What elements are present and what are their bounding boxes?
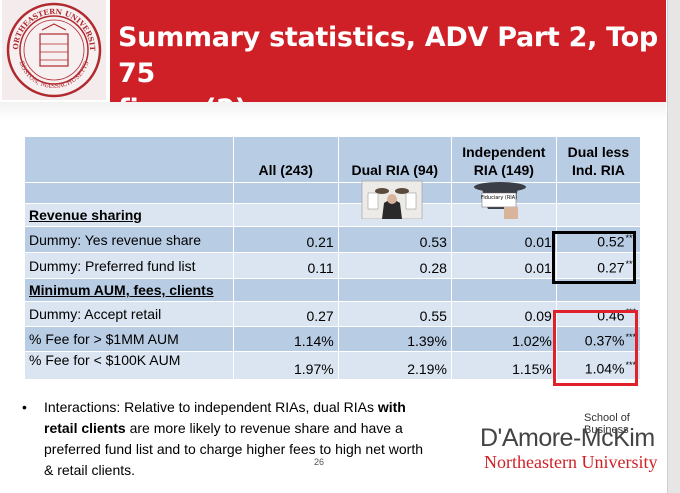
row-label: % Fee for > $1MM AUM [24,326,234,352]
table-row: Dummy: Accept retail 0.27 0.55 0.09 0.46… [24,301,642,327]
significance-stars: *** [625,259,636,270]
window-edge [667,0,680,493]
cell-ind: 1.02% [450,326,557,352]
page-number: 26 [314,457,325,467]
significance-stars: *** [625,332,636,343]
cell-all: 1.14% [232,326,339,352]
cell-all: 1.97% [232,351,339,380]
cell-dual: 0.55 [337,301,452,327]
section-minimum-aum-row: Minimum AUM, fees, clients [24,278,642,302]
slide-title: Summary statistics, ADV Part 2, Top 75 f… [118,20,658,128]
row-label: Dummy: Preferred fund list [24,252,234,279]
cell-ind: 0.09 [450,301,557,327]
logo-school-text: School of Business [584,412,630,436]
cell-diff: 0.46*** [555,301,642,327]
diff-value: 0.27 [597,260,625,276]
cell-diff: 0.27*** [555,252,642,279]
title-shadow-band [0,102,666,120]
bullet-text-part2: are more likely to revenue share and hav… [44,420,424,478]
header-empty [24,136,234,183]
diff-value: 0.37% [584,333,625,349]
dual-ria-image-cell [337,180,452,219]
revenue-highlight-box [552,231,636,284]
image-row-empty [555,182,642,204]
empty-cell [450,278,557,302]
cell-diff: 1.04%*** [555,351,642,380]
header-independent-line2: RIA (149) [473,162,534,178]
header-row: All (243) Dual RIA (94) Independent RIA … [24,136,642,183]
empty-cell [232,203,339,227]
cell-dual: 1.39% [337,326,452,352]
fiduciary-hat-image: Fiduciary (RIA) [473,182,526,219]
row-label: Dummy: Accept retail [24,301,234,327]
bullet-text-bold: with retail clients [44,399,406,436]
logo-name-text: D'Amore-McKim [480,424,655,452]
header-independent-ria: Independent RIA (149) [450,136,557,183]
title-banner [110,0,666,102]
bullet-text-part1: Interactions: Relative to independent RI… [44,399,378,415]
cell-all: 0.27 [232,301,339,327]
row-label: % Fee for < $100K AUM [24,351,234,380]
cell-diff: 0.52*** [555,226,642,253]
image-row: Fiduciary (RIA) [24,180,642,219]
fees-highlight-box [553,310,638,386]
person-two-hats-image [361,180,422,219]
table-row: % Fee for > $1MM AUM 1.14% 1.39% 1.02% 0… [24,326,642,352]
image-row-empty [24,182,234,204]
cell-ind: 1.15% [450,351,557,380]
empty-cell [337,278,452,302]
independent-ria-image-cell: Fiduciary (RIA) [450,182,557,219]
cell-dual: 0.28 [337,252,452,279]
section-revenue-sharing-label: Revenue sharing [24,203,234,227]
cell-ind: 0.01 [450,226,557,253]
cell-dual: 0.53 [337,226,452,253]
logo-university-text: Northeastern University [484,452,658,472]
significance-stars: *** [625,233,636,244]
fiduciary-sign-text: Fiduciary (RIA) [481,195,517,201]
cell-dual: 2.19% [337,351,452,380]
empty-cell [555,203,642,227]
header-dual-ria: Dual RIA (94) [337,136,452,183]
cell-diff: 0.37%*** [555,326,642,352]
cell-ind: 0.01 [450,252,557,279]
slide-title-line1: Summary statistics, ADV Part 2, Top 75 [118,22,658,89]
header-diff-line1: Dual less [567,144,630,160]
bullet-text: Interactions: Relative to independent RI… [44,397,432,481]
damore-mckim-logo: School of Business D'Amore-McKim Northea… [480,410,660,472]
table-row: Dummy: Preferred fund list 0.11 0.28 0.0… [24,252,642,279]
table-row: % Fee for < $100K AUM 1.97% 2.19% 1.15% … [24,351,642,380]
header-dual-less-ind: Dual less Ind. RIA [555,136,642,183]
diff-value: 1.04% [584,361,625,377]
empty-cell [232,278,339,302]
university-seal-logo: NORTHEASTERN UNIVERSITY BOSTON, MASSACHU… [2,0,106,100]
summary-table: All (243) Dual RIA (94) Independent RIA … [24,136,642,380]
cell-all: 0.11 [232,252,339,279]
cell-all: 0.21 [232,226,339,253]
table-row: Dummy: Yes revenue share 0.21 0.53 0.01 … [24,226,642,253]
header-diff-line2: Ind. RIA [571,162,625,178]
row-label: Dummy: Yes revenue share [24,226,234,253]
header-all: All (243) [232,136,339,183]
section-minimum-aum-label: Minimum AUM, fees, clients [24,278,234,302]
image-row-empty [232,182,339,204]
diff-value: 0.52 [597,234,625,250]
significance-stars: *** [625,360,636,371]
header-independent-line1: Independent [462,144,546,160]
bullet-dot-icon: • [22,399,27,415]
bullet-point: • Interactions: Relative to independent … [22,397,432,481]
